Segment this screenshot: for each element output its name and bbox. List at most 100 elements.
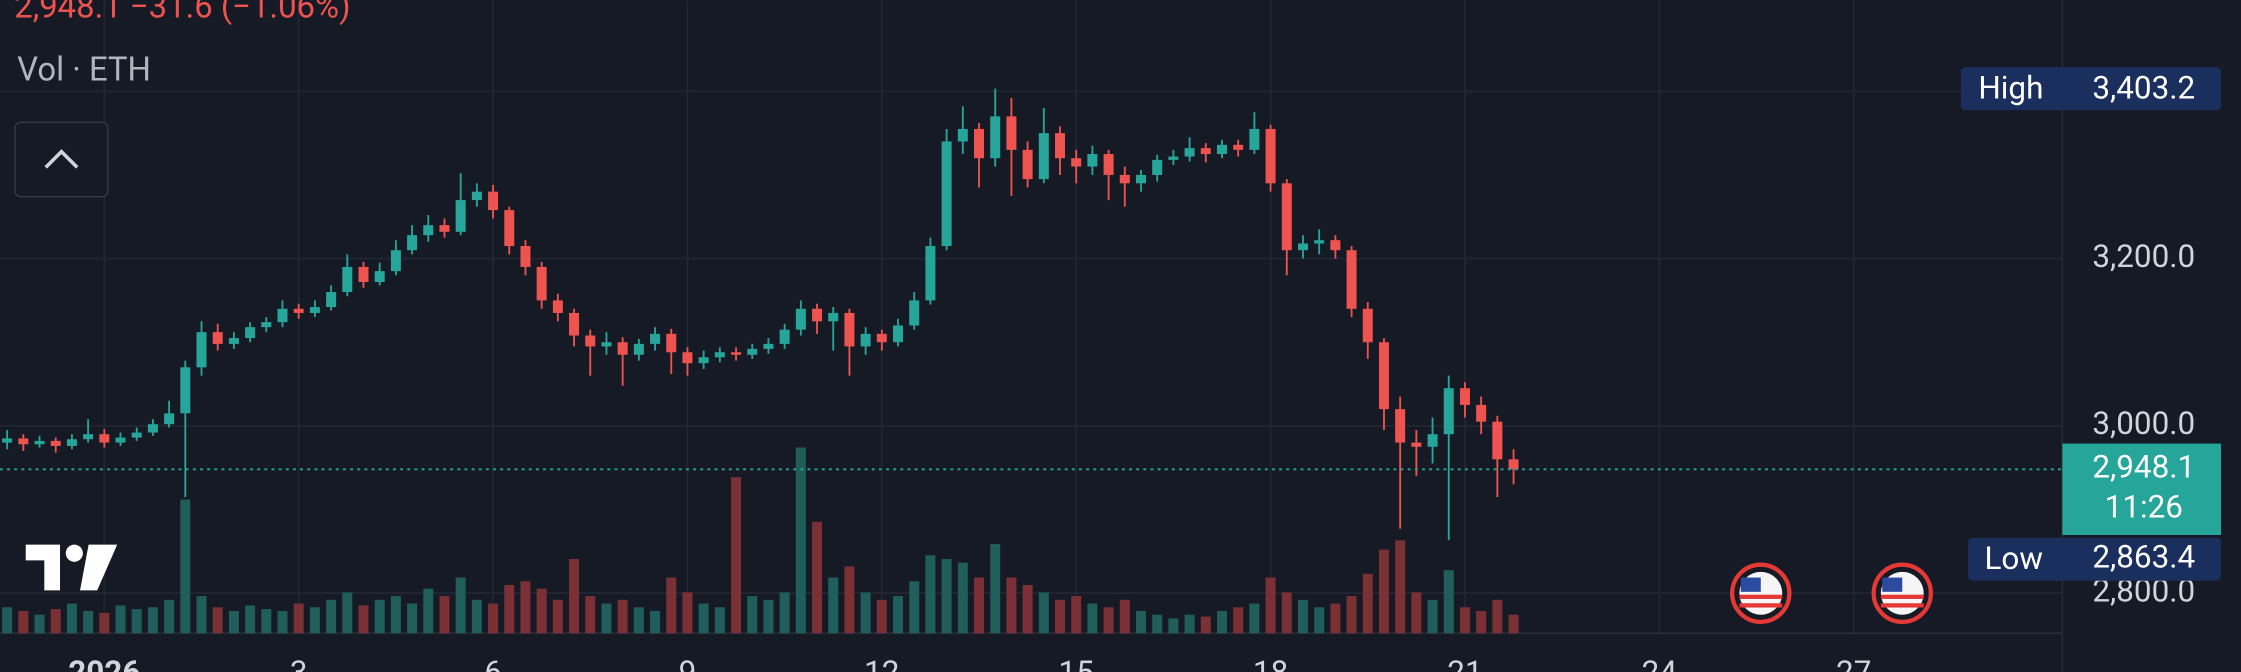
volume-bar — [763, 599, 774, 634]
candle-body — [228, 338, 239, 344]
candle-body — [390, 250, 401, 272]
volume-bar — [488, 603, 499, 634]
volume-bar — [342, 592, 353, 634]
volume-bar — [876, 599, 887, 634]
candle-body — [180, 367, 191, 414]
volume-bar — [293, 603, 304, 634]
volume-bar — [585, 596, 596, 634]
candle-body — [261, 322, 272, 328]
candle-body — [1135, 174, 1147, 184]
volume-bar — [1395, 540, 1406, 634]
candle-body — [115, 437, 126, 443]
volume-bar — [358, 605, 369, 634]
x-tick-label: 3 — [290, 654, 308, 672]
x-tick-label: 15 — [1059, 654, 1094, 672]
price-axis-labels: 20263691215182124272,800.03,000.03,200.0… — [68, 67, 2221, 672]
volume-bar — [504, 584, 515, 634]
event-icon[interactable] — [1871, 562, 1934, 624]
volume-bar — [1135, 610, 1147, 634]
y-tick-label: 3,000.0 — [2092, 405, 2195, 442]
collapse-button[interactable] — [14, 121, 109, 198]
volume-bar — [714, 607, 725, 634]
candle-body — [601, 342, 612, 347]
candle-body — [795, 308, 806, 330]
candle-body — [698, 357, 709, 364]
volume-bar — [115, 605, 126, 634]
volume-bar — [18, 610, 29, 634]
volume-bar — [390, 596, 401, 634]
volume-bar — [326, 599, 337, 634]
candle-body — [293, 308, 304, 313]
volume-bar — [925, 555, 936, 634]
candle-body — [18, 438, 29, 445]
volume-bar — [812, 521, 823, 634]
volume-bar — [309, 607, 320, 634]
candle-body — [309, 307, 320, 313]
candle-body — [925, 246, 936, 301]
volume-bar — [633, 607, 644, 634]
candle-body — [876, 333, 887, 343]
candle-body — [536, 266, 547, 301]
volume-bar — [455, 577, 466, 634]
volume-bar — [974, 577, 985, 634]
volume-bar — [747, 596, 758, 634]
candle-body — [439, 225, 450, 232]
volume-bar — [212, 607, 223, 634]
volume-bar — [650, 610, 661, 634]
candle-body — [1265, 128, 1276, 184]
volume-bar — [407, 603, 418, 634]
volume-bar — [698, 603, 709, 634]
volume-bar — [844, 566, 855, 634]
candle-body — [1346, 250, 1357, 309]
candle-body — [552, 300, 563, 313]
candle-body — [1314, 240, 1325, 244]
volume-bar — [423, 588, 434, 634]
candle-body — [342, 266, 353, 293]
candle-body — [423, 225, 434, 236]
event-icon[interactable] — [1730, 562, 1792, 624]
candle-body — [1395, 409, 1406, 443]
volume-bar — [666, 577, 677, 634]
candle-body — [1330, 240, 1341, 251]
volume-bar — [228, 610, 239, 634]
x-tick-label: 24 — [1642, 654, 1677, 672]
candle-body — [147, 424, 158, 433]
volume-bar — [520, 581, 531, 634]
candle-body — [1508, 459, 1519, 470]
volume-bar — [50, 609, 61, 634]
candle-body — [1103, 154, 1114, 175]
candle-body — [1427, 434, 1438, 447]
x-tick-label: 6 — [484, 654, 502, 672]
volume-bar — [1265, 577, 1276, 634]
countdown: 11:26 — [2105, 489, 2183, 526]
candle-body — [957, 128, 968, 142]
candle-body — [83, 434, 94, 440]
tradingview-logo — [25, 544, 118, 591]
volume-bar — [1216, 610, 1227, 634]
volume-bar — [1378, 549, 1389, 634]
candle-body — [617, 342, 628, 355]
x-tick-label: 9 — [679, 654, 697, 672]
candle-body — [1411, 442, 1422, 447]
candle-body — [763, 343, 774, 349]
volume-bar — [34, 614, 45, 634]
candle-body — [1362, 308, 1373, 343]
candle-body — [860, 333, 871, 347]
candle-body — [585, 335, 596, 347]
candle-body — [1378, 342, 1389, 410]
candle-body — [569, 312, 580, 336]
candle-body — [245, 327, 256, 339]
volume-bar — [536, 588, 547, 634]
high-box — [1960, 67, 2221, 111]
volume-bar — [1508, 614, 1519, 634]
volume-bar — [1103, 607, 1114, 634]
volume-bar — [147, 607, 158, 634]
candle-body — [731, 352, 742, 355]
volume-bar — [1055, 599, 1066, 634]
candle-body — [666, 333, 677, 353]
volume-bar — [1427, 599, 1438, 634]
candle-body — [633, 343, 644, 355]
x-tick-label: 2026 — [68, 654, 140, 672]
